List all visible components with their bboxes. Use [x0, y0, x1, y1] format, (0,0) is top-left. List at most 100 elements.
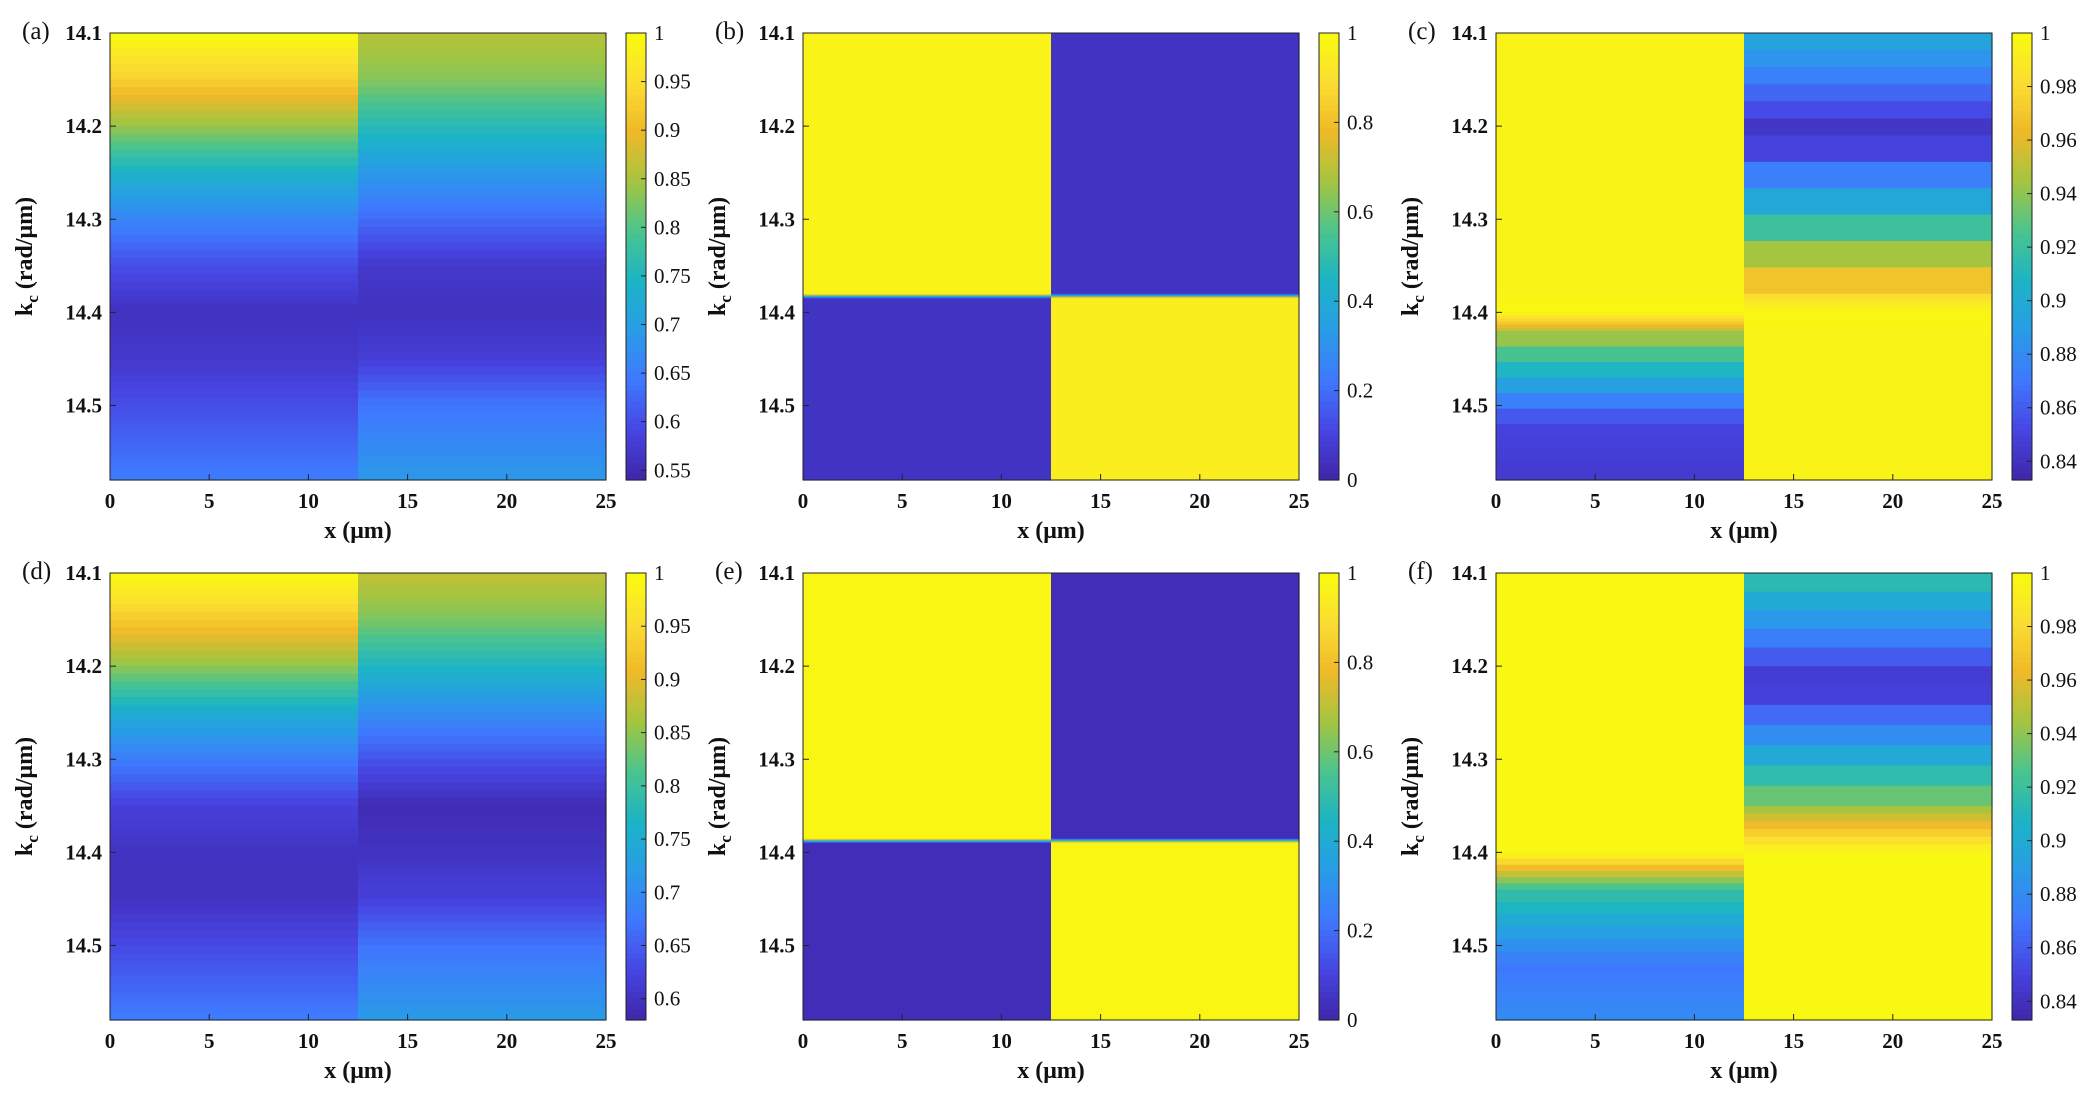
- heatmap-cell: [110, 658, 359, 667]
- colorbar-segment: [1319, 195, 1339, 202]
- heatmap-cell: [110, 444, 359, 453]
- colorbar-segment: [626, 412, 646, 420]
- heatmap-cell: [1496, 452, 1745, 462]
- colorbar-segment: [2012, 44, 2032, 51]
- heatmap-cell: [1744, 393, 1993, 410]
- heatmap-cell: [803, 419, 1052, 451]
- colorbar-segment: [2012, 707, 2032, 714]
- colorbar-segment: [2012, 357, 2032, 364]
- heatmap-cell: [110, 296, 359, 306]
- heatmap-cell: [358, 436, 607, 445]
- heatmap-cell: [1744, 864, 1993, 872]
- colorbar-segment: [626, 595, 646, 602]
- colorbar-segment: [2012, 407, 2032, 414]
- heatmap-cell: [358, 953, 607, 962]
- colorbar-segment: [1319, 919, 1339, 926]
- colorbar-segment: [2012, 645, 2032, 652]
- heatmap-cell: [1744, 964, 1993, 975]
- colorbar-tick-label: 0.75: [654, 827, 691, 851]
- heatmap-cell: [1744, 118, 1993, 137]
- heatmap-cell: [358, 673, 607, 683]
- colorbar-segment: [626, 930, 646, 937]
- heatmap-cell: [110, 996, 359, 1002]
- y-tick-label: 14.4: [1451, 300, 1488, 324]
- heatmap-cell: [1496, 951, 1745, 965]
- heatmap-cell: [358, 320, 607, 329]
- x-tick-label: 20: [1189, 1029, 1210, 1053]
- heatmap-cell: [1496, 393, 1745, 410]
- colorbar-segment: [626, 746, 646, 753]
- colorbar-segment: [626, 908, 646, 915]
- colorbar-segment: [2012, 284, 2032, 291]
- colorbar-segment: [1319, 83, 1339, 90]
- heatmap-cell: [1496, 852, 1745, 860]
- heatmap-cell: [110, 327, 359, 337]
- heatmap-cell: [1051, 295, 1300, 297]
- heatmap-cell: [358, 883, 607, 892]
- y-tick-label: 14.3: [758, 207, 795, 231]
- heatmap-cell: [803, 843, 1052, 874]
- y-tick-label: 14.5: [1451, 934, 1488, 958]
- colorbar-tick-label: 1: [654, 561, 665, 585]
- y-axis-label: kc (rad/μm): [1398, 197, 1428, 316]
- colorbar-tick-label: 0.84: [2040, 449, 2077, 473]
- colorbar-segment: [2012, 936, 2032, 943]
- heatmap-cell: [1744, 805, 1993, 815]
- heatmap-cell: [110, 798, 359, 807]
- heatmap-cell: [1051, 902, 1300, 933]
- heatmap-cell: [1496, 902, 1745, 916]
- colorbar-segment: [1319, 273, 1339, 280]
- colorbar-segment: [2012, 975, 2032, 982]
- colorbar-tick-label: 0.9: [654, 667, 680, 691]
- x-tick-label: 25: [1982, 489, 2003, 513]
- colorbar-tick-label: 0.86: [2040, 936, 2077, 960]
- colorbar-segment: [626, 38, 646, 45]
- heatmap-cell: [1744, 309, 1993, 313]
- heatmap-cell: [358, 844, 607, 853]
- colorbar-segment: [626, 952, 646, 960]
- heatmap-cell: [358, 937, 607, 947]
- heatmap-cell: [358, 945, 607, 954]
- colorbar-segment: [2012, 340, 2032, 347]
- colorbar-segment: [626, 623, 646, 630]
- colorbar-segment: [626, 463, 646, 470]
- heatmap-cell: [110, 743, 359, 753]
- colorbar-segment: [626, 122, 646, 129]
- heatmap-cell: [1744, 135, 1993, 163]
- heatmap-cell: [358, 273, 607, 282]
- colorbar-segment: [1319, 401, 1339, 408]
- heatmap-cell: [358, 984, 607, 993]
- y-axis-label: kc (rad/μm): [705, 737, 735, 856]
- y-axis-label: kc (rad/μm): [1398, 737, 1428, 856]
- y-tick-label: 14.2: [65, 114, 102, 138]
- x-tick-label: 0: [105, 489, 116, 513]
- colorbar-segment: [1319, 925, 1339, 932]
- heatmap-cell: [803, 842, 1052, 844]
- x-tick-label: 10: [298, 1029, 319, 1053]
- heatmap-cell: [1496, 883, 1745, 891]
- colorbar-segment: [2012, 735, 2032, 742]
- colorbar-segment: [626, 401, 646, 408]
- heatmap-cell: [358, 343, 607, 352]
- colorbar-segment: [626, 796, 646, 803]
- colorbar-segment: [2012, 55, 2032, 62]
- colorbar-segment: [626, 83, 646, 90]
- heatmap-cell: [1744, 591, 1993, 611]
- heatmap-cell: [1744, 470, 1993, 481]
- heatmap-cell: [1051, 297, 1300, 300]
- y-tick-label: 14.3: [1451, 747, 1488, 771]
- heatmap-cell: [110, 751, 359, 760]
- colorbar-segment: [2012, 1008, 2032, 1016]
- colorbar-segment: [1319, 178, 1339, 185]
- heatmap-cell: [110, 767, 359, 776]
- heatmap: [1496, 33, 1993, 481]
- heatmap-cell: [1496, 992, 1745, 1002]
- heatmap-cell: [110, 759, 359, 768]
- heatmap-cell: [1496, 324, 1745, 329]
- colorbar-segment: [626, 897, 646, 904]
- colorbar-segment: [626, 885, 646, 893]
- colorbar-segment: [2012, 751, 2032, 758]
- heatmap-cell: [358, 743, 607, 753]
- colorbar-segment: [626, 390, 646, 397]
- colorbar-segment: [1319, 818, 1339, 826]
